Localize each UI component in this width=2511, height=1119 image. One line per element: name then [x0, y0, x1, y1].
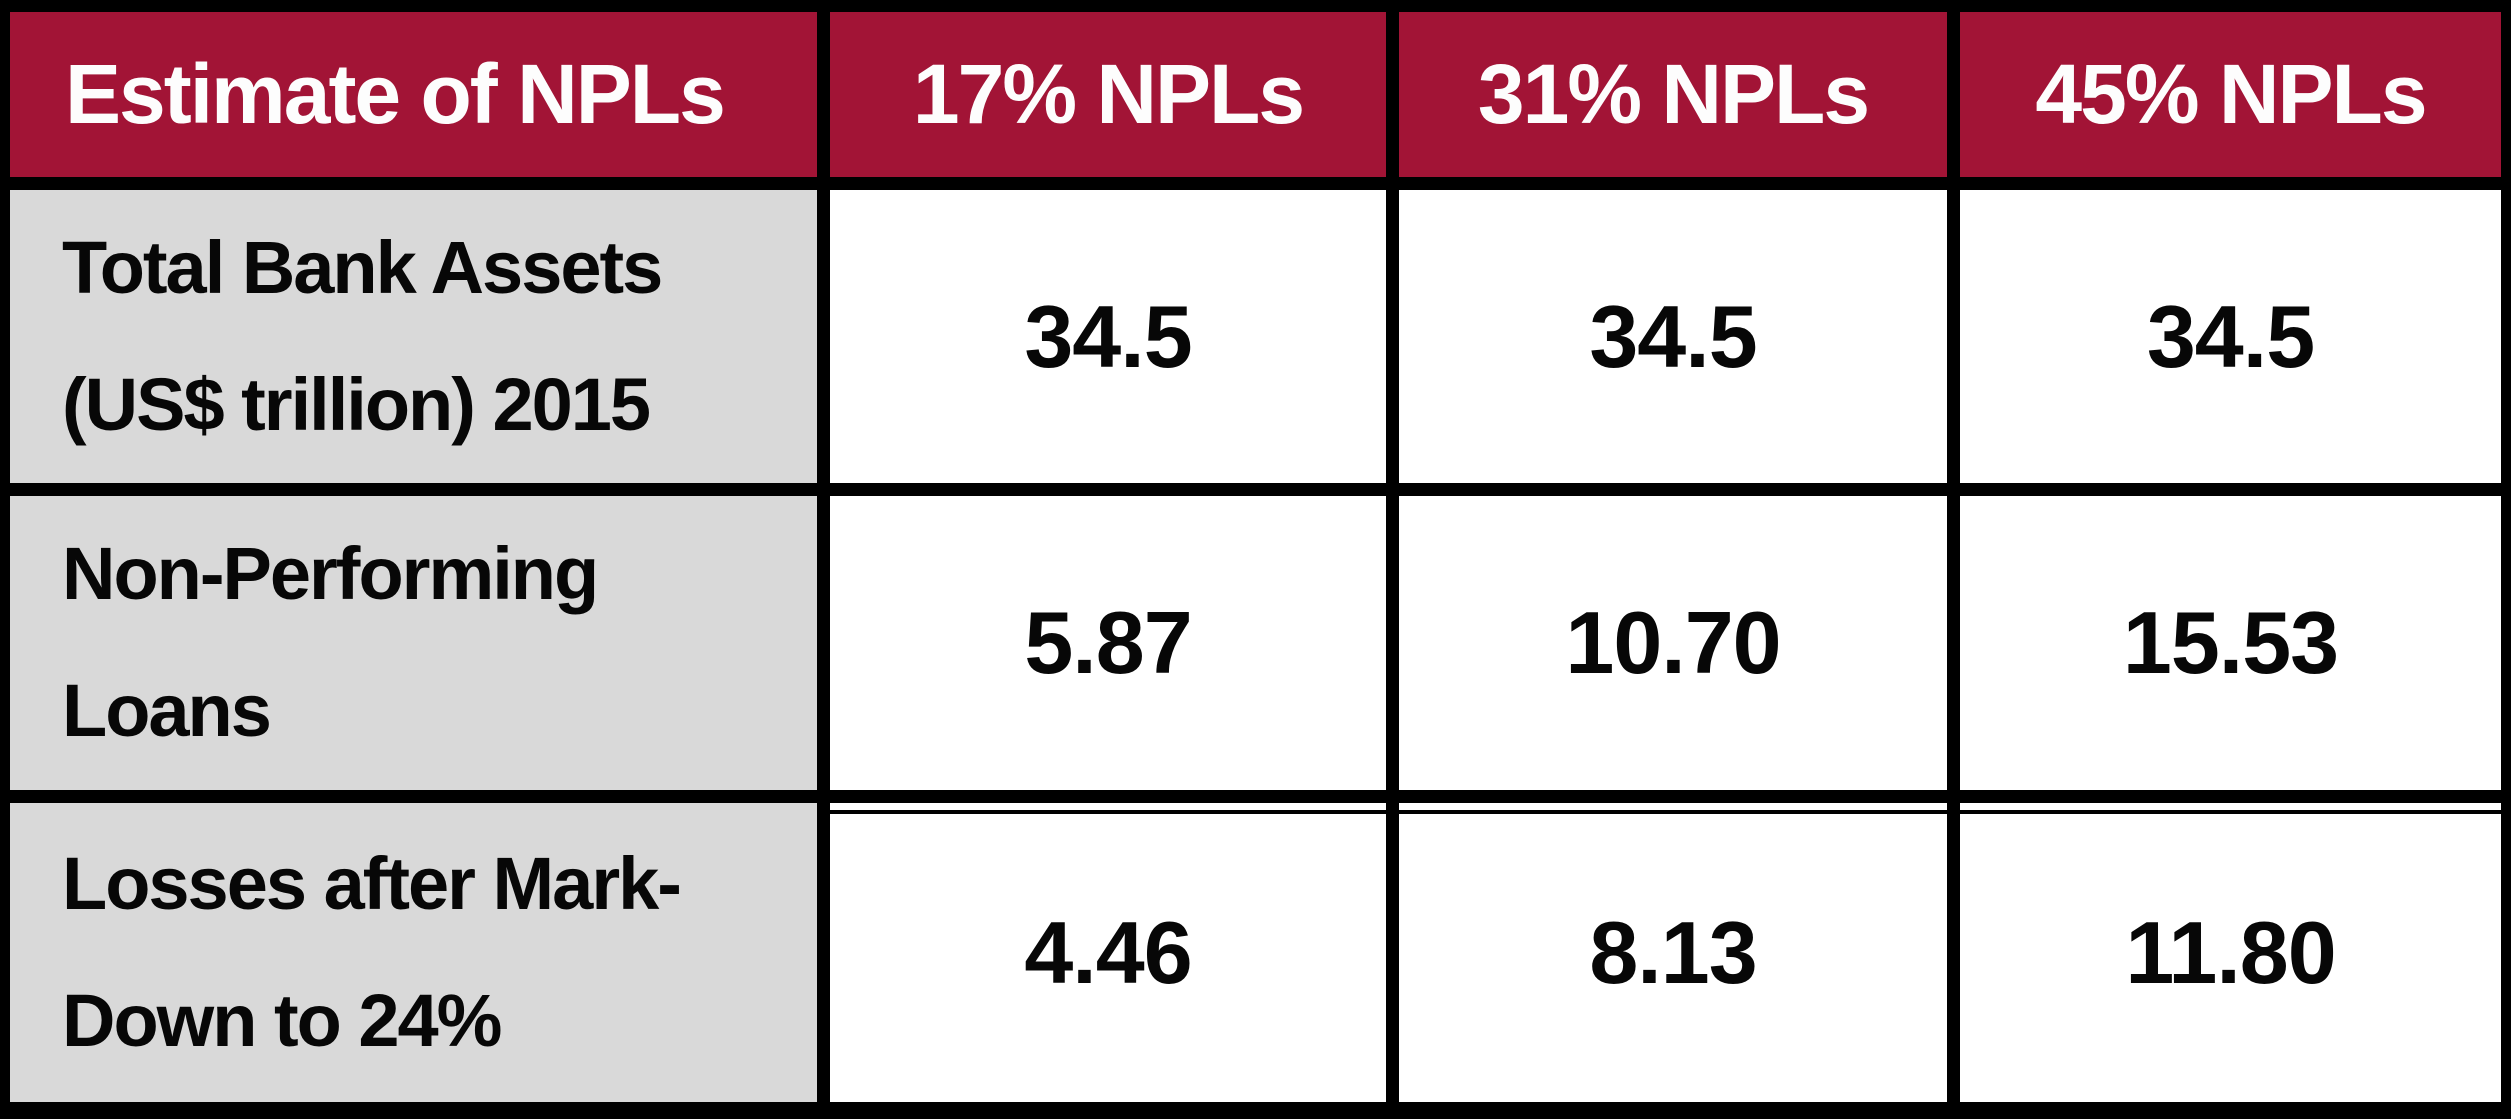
value-cell-assets-17: 34.5 [830, 190, 1386, 483]
header-cell-17-npls: 17% NPLs [830, 12, 1386, 177]
row-label-losses-after-markdown: Losses after Mark- Down to 24% [10, 803, 817, 1102]
value-cell-npl-45: 15.53 [1960, 496, 2501, 790]
value-cell-losses-45: 11.80 [1960, 803, 2501, 1102]
value-cell-losses-17: 4.46 [830, 803, 1386, 1102]
header-cell-31-npls: 31% NPLs [1399, 12, 1947, 177]
header-label: 45% NPLs [2035, 47, 2427, 141]
value-cell-npl-17: 5.87 [830, 496, 1386, 790]
header-label: 31% NPLs [1477, 47, 1870, 141]
value-cell-assets-31: 34.5 [1399, 190, 1947, 483]
header-cell-estimate-of-npls: Estimate of NPLs [10, 12, 817, 177]
header-label: 17% NPLs [912, 47, 1305, 141]
value-cell-npl-31: 10.70 [1399, 496, 1947, 790]
header-label: Estimate of NPLs [65, 47, 726, 141]
row-label-non-performing-loans: Non-Performing Loans [10, 496, 817, 790]
header-cell-45-npls: 45% NPLs [1960, 12, 2501, 177]
value-cell-assets-45: 34.5 [1960, 190, 2501, 483]
row-label-total-bank-assets: Total Bank Assets (US$ trillion) 2015 [10, 190, 817, 483]
value-cell-losses-31: 8.13 [1399, 803, 1947, 1102]
